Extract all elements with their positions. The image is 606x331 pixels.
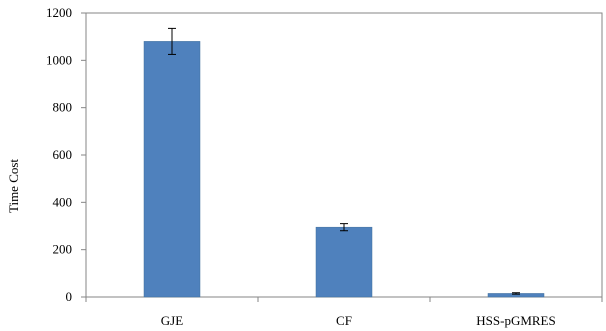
x-tick-label: HSS-pGMRES <box>476 313 555 328</box>
y-tick-label: 0 <box>66 289 73 304</box>
y-tick-label: 600 <box>53 147 73 162</box>
y-tick-label: 800 <box>53 100 73 115</box>
y-tick-label: 1000 <box>46 52 72 67</box>
y-tick-label: 200 <box>53 242 73 257</box>
y-axis-title: Time Cost <box>6 159 21 213</box>
x-axis-ticks: GJE CF HSS-pGMRES <box>85 297 603 328</box>
y-tick-label: 1200 <box>46 5 72 20</box>
x-tick-label: CF <box>336 313 352 328</box>
error-bars-group <box>168 27 520 295</box>
y-tick-label: 400 <box>53 194 73 209</box>
bars-group <box>143 41 545 298</box>
x-tick-label: GJE <box>161 313 183 328</box>
y-axis-ticks: 0 200 400 600 800 1000 1200 <box>46 5 86 304</box>
bar-GJE <box>143 41 201 298</box>
bar-CF <box>315 226 373 298</box>
